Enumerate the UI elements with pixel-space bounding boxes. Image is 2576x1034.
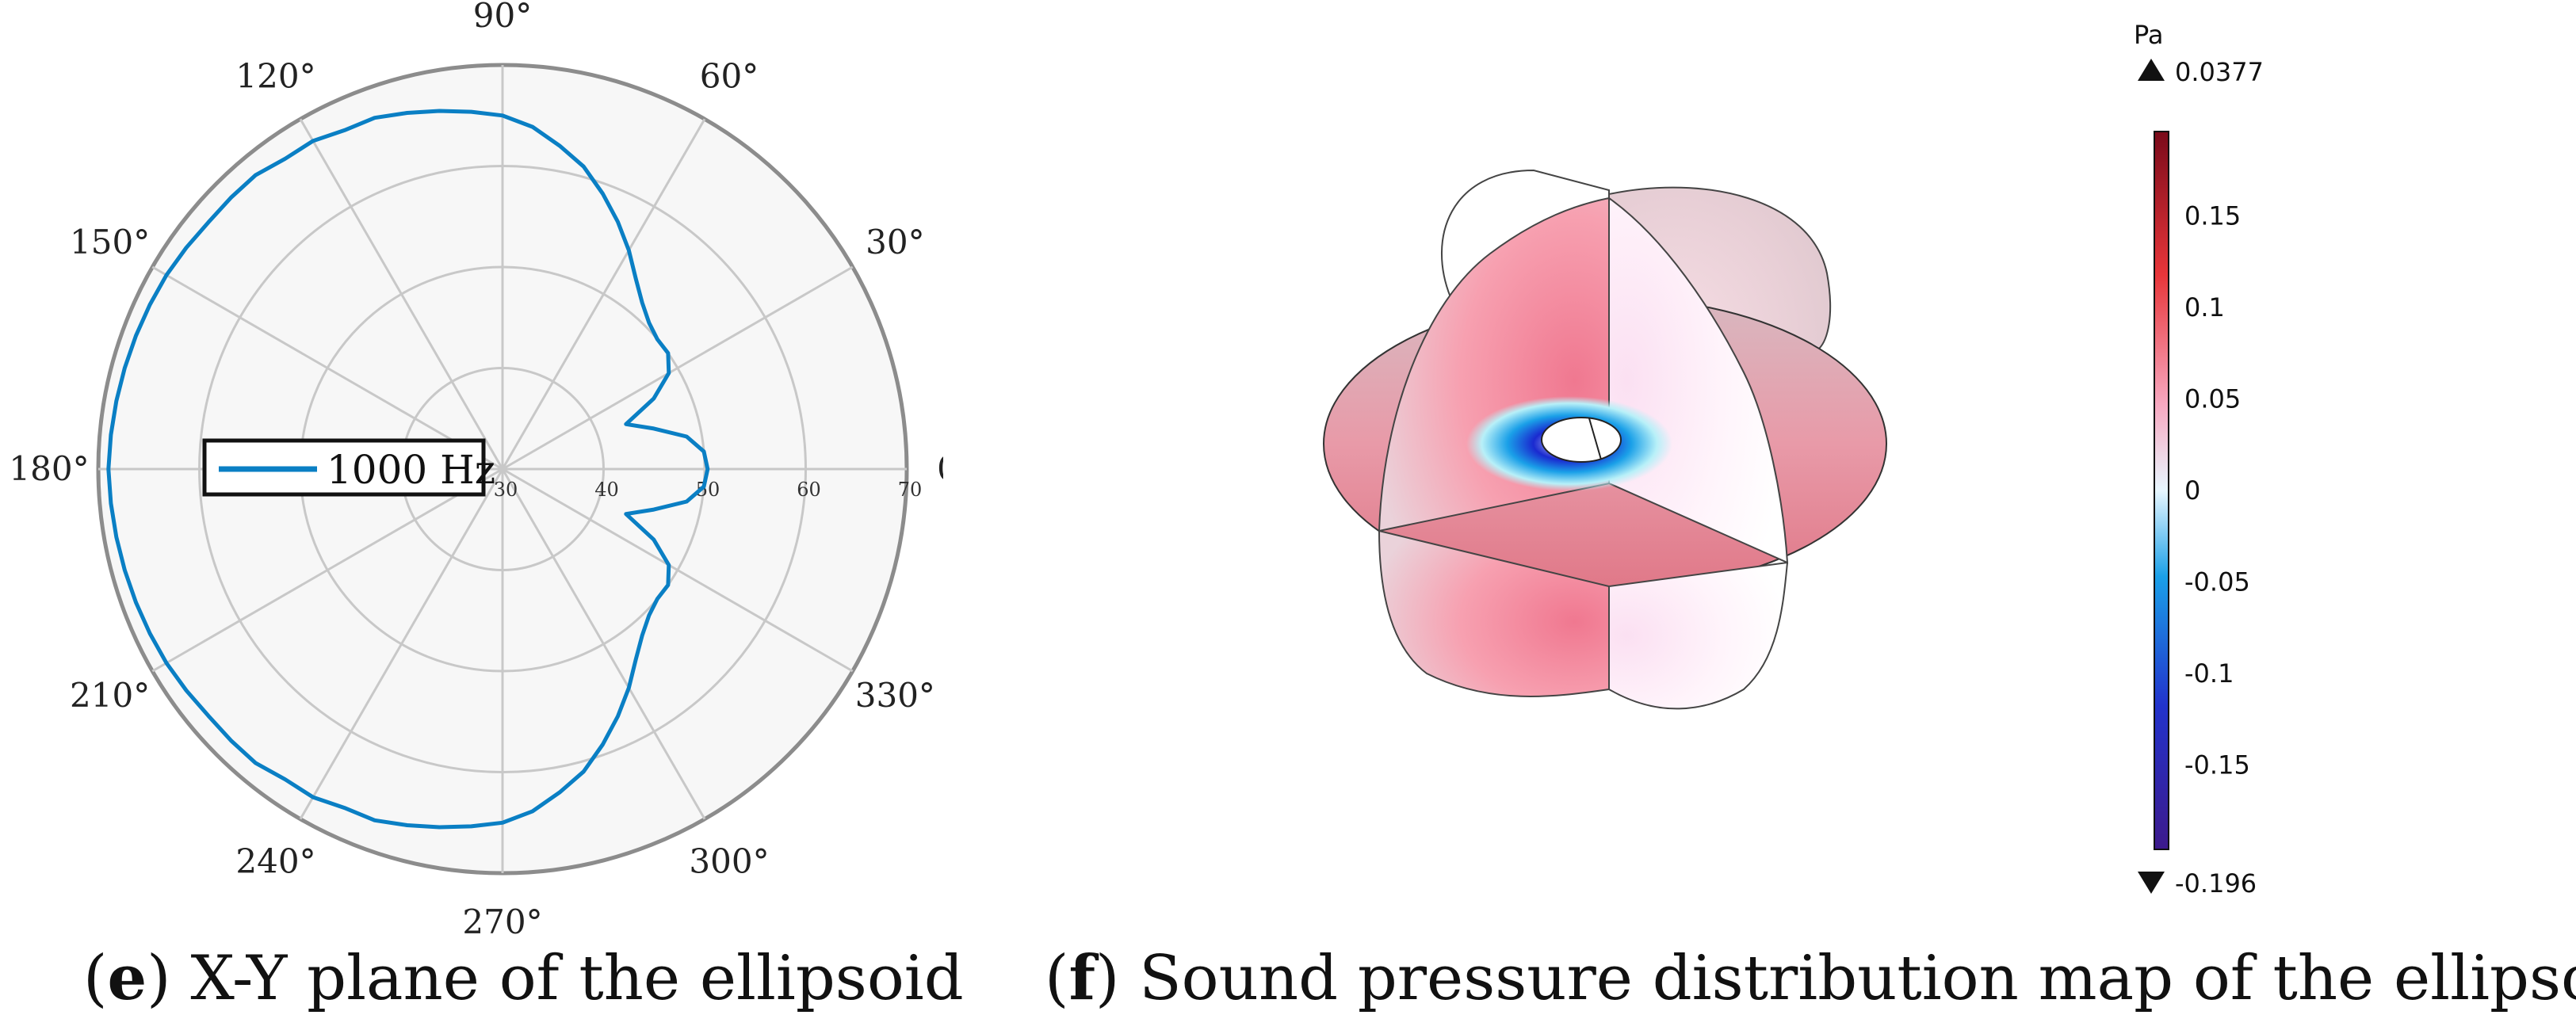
angle-grid-spoke	[299, 468, 504, 820]
caption-e-letter: e	[107, 942, 147, 1014]
angle-tick-label: 240°	[235, 841, 315, 880]
colorbar-gradient	[2154, 131, 2169, 850]
polar-chart: 0° 30° 60° 90° 120° 150° 180° 210° 240° 270° 300° 3…	[9, 0, 974, 941]
colorbar-tick-label: 0	[2184, 475, 2200, 506]
sound-pressure-map: Pa 0.0377 0.15 0.1 0.05 0 -0.05 -0.1 -0.15 -0.…	[1323, 20, 2264, 899]
angle-tick-label: 0°	[937, 449, 943, 488]
colorbar: Pa 0.0377 0.15 0.1 0.05 0 -0.05 -0.1 -0.15 -0.…	[2134, 20, 2264, 899]
caption-e-text: X-Y plane of the ellipsoid	[190, 943, 964, 1014]
max-marker-icon	[2138, 59, 2165, 81]
colorbar-tick-label: 0.05	[2184, 383, 2241, 414]
caption-f-letter: f	[1068, 942, 1095, 1014]
colorbar-tick-label: -0.1	[2184, 658, 2234, 689]
radial-tick-label: 40	[594, 479, 619, 501]
legend-label: 1000 Hz	[327, 447, 495, 493]
caption-f-text: Sound pressure distribution map of the e…	[1139, 943, 2576, 1014]
angle-tick-label: 330°	[855, 676, 935, 715]
angle-tick-label: 300°	[689, 841, 769, 880]
angle-tick-label: 270°	[462, 902, 542, 935]
polar-chart-panel: 0° 30° 60° 90° 120° 150° 180° 210° 240° 270° 300° 3…	[0, 0, 974, 941]
angle-tick-labels: 0° 30° 60° 90° 120° 150° 180° 210° 240° 270° 300° 3…	[9, 0, 974, 941]
angle-grid-spoke	[501, 118, 706, 470]
angle-grid-spoke	[151, 467, 503, 673]
lower-left-vertical-plane	[1378, 529, 1610, 697]
angle-tick-label: 60°	[700, 57, 759, 96]
colorbar-unit: Pa	[2134, 20, 2163, 50]
angle-grid-spoke	[151, 265, 503, 471]
legend: 1000 Hz	[202, 438, 495, 497]
ellipsoid-seam	[1588, 418, 1602, 460]
colorbar-min-value: -0.196	[2175, 868, 2257, 899]
angle-tick-label: 180°	[9, 449, 89, 488]
lower-right-vertical-plane	[1608, 561, 1789, 710]
colorbar-max-value: 0.0377	[2175, 57, 2264, 87]
caption-f: (f) Sound pressure distribution map of t…	[1045, 935, 2576, 1022]
series-line-1000hz	[106, 109, 710, 830]
colorbar-tick-label: -0.15	[2184, 750, 2250, 780]
colorbar-ticks: 0.15 0.1 0.05 0 -0.05 -0.1 -0.15	[2184, 200, 2250, 780]
angle-grid-spoke	[501, 468, 706, 820]
colorbar-tick-label: 0.1	[2184, 292, 2225, 322]
angle-grid-spoke	[502, 467, 854, 673]
caption-e: (e) X-Y plane of the ellipsoid	[83, 942, 964, 1014]
min-marker-icon	[2138, 872, 2165, 894]
upper-right-vertical-plane	[1608, 196, 1789, 564]
ellipsoid-body	[1541, 417, 1622, 463]
colorbar-tick-label: -0.05	[2184, 567, 2250, 597]
angle-grid-spoke	[502, 265, 854, 471]
angle-tick-label: 120°	[235, 57, 315, 96]
radial-tick-label: 60	[797, 479, 821, 501]
angle-tick-label: 30°	[866, 223, 924, 261]
sound-pressure-map-panel: Pa 0.0377 0.15 0.1 0.05 0 -0.05 -0.1 -0.15 -0.…	[943, 0, 2576, 935]
angle-tick-label: 150°	[70, 223, 150, 261]
colorbar-tick-label: 0.15	[2184, 200, 2241, 231]
angle-grid-spoke	[299, 118, 504, 470]
angle-tick-label: 210°	[70, 676, 150, 715]
angle-tick-label: 90°	[473, 0, 532, 35]
radial-tick-label: 70	[898, 479, 923, 501]
radial-tick-label: 30	[494, 479, 518, 501]
radial-tick-labels: 30 40 50 60 70	[494, 479, 923, 501]
